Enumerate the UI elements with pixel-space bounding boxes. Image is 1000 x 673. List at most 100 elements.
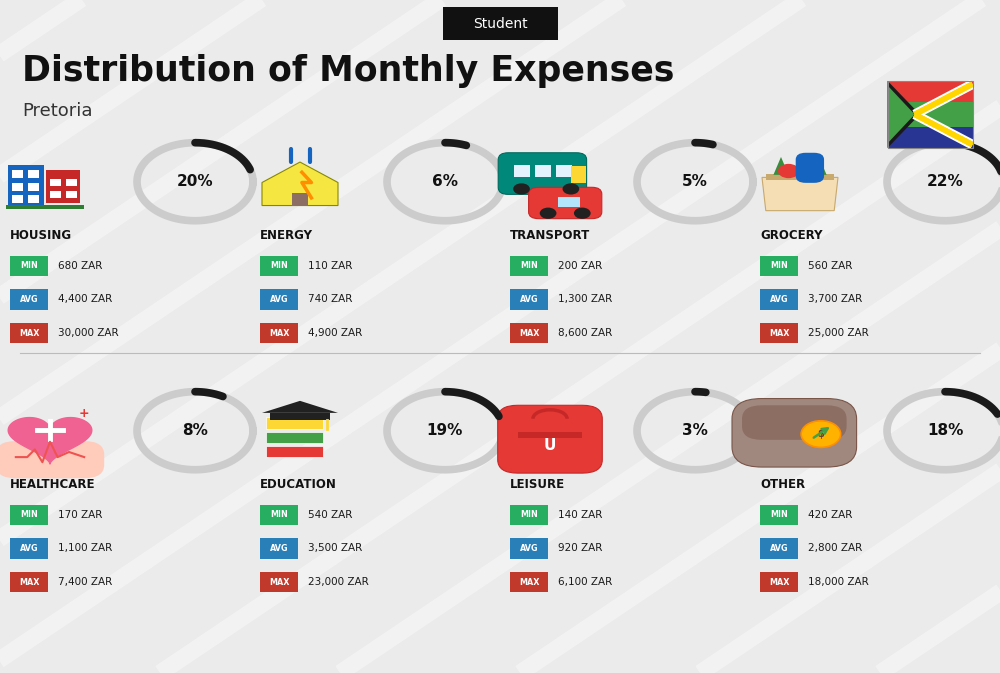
FancyBboxPatch shape [260,505,298,525]
Text: 18%: 18% [927,423,963,438]
FancyBboxPatch shape [556,165,572,178]
Circle shape [513,183,530,194]
Text: HEALTHCARE: HEALTHCARE [10,478,96,491]
Text: 23,000 ZAR: 23,000 ZAR [308,577,369,587]
FancyBboxPatch shape [510,538,548,559]
Text: 170 ZAR: 170 ZAR [58,510,102,520]
Text: 7,400 ZAR: 7,400 ZAR [58,577,112,587]
Text: AVG: AVG [270,295,288,304]
Text: MAX: MAX [519,328,539,338]
Text: LEISURE: LEISURE [510,478,565,491]
FancyBboxPatch shape [796,153,824,183]
FancyBboxPatch shape [12,182,23,190]
Polygon shape [792,157,808,175]
FancyBboxPatch shape [10,289,48,310]
Text: AVG: AVG [520,295,538,304]
FancyBboxPatch shape [260,289,298,310]
FancyBboxPatch shape [50,179,61,186]
Text: 25,000 ZAR: 25,000 ZAR [808,328,869,338]
FancyBboxPatch shape [535,165,551,178]
Text: AVG: AVG [20,544,38,553]
Text: Pretoria: Pretoria [22,102,92,120]
Circle shape [563,183,579,194]
FancyBboxPatch shape [12,194,23,203]
Text: MAX: MAX [769,328,789,338]
Text: U: U [544,438,556,453]
Text: TRANSPORT: TRANSPORT [510,229,590,242]
FancyBboxPatch shape [10,323,48,343]
FancyBboxPatch shape [10,572,48,592]
Text: MIN: MIN [270,261,288,271]
FancyBboxPatch shape [760,505,798,525]
Text: 3,700 ZAR: 3,700 ZAR [808,295,862,304]
Text: 200 ZAR: 200 ZAR [558,261,602,271]
FancyBboxPatch shape [266,431,323,443]
Polygon shape [773,157,789,175]
FancyBboxPatch shape [260,323,298,343]
FancyBboxPatch shape [260,256,298,276]
Text: 3%: 3% [682,423,708,438]
Text: MIN: MIN [770,261,788,271]
FancyBboxPatch shape [66,190,77,198]
Polygon shape [8,417,92,464]
FancyBboxPatch shape [270,413,330,420]
FancyBboxPatch shape [10,256,48,276]
FancyBboxPatch shape [260,572,298,592]
FancyBboxPatch shape [760,323,798,343]
Polygon shape [811,157,827,175]
Text: HOUSING: HOUSING [10,229,72,242]
Text: AVG: AVG [20,295,38,304]
Text: +: + [79,407,90,420]
Text: 140 ZAR: 140 ZAR [558,510,602,520]
Text: Student: Student [473,17,527,30]
FancyBboxPatch shape [10,538,48,559]
Text: AVG: AVG [270,544,288,553]
FancyBboxPatch shape [50,190,61,198]
FancyBboxPatch shape [66,179,77,186]
Text: AVG: AVG [770,544,788,553]
FancyBboxPatch shape [510,505,548,525]
Text: 680 ZAR: 680 ZAR [58,261,102,271]
Text: MAX: MAX [269,328,289,338]
FancyBboxPatch shape [732,398,857,467]
FancyBboxPatch shape [266,417,323,429]
Text: 560 ZAR: 560 ZAR [808,261,852,271]
Text: 920 ZAR: 920 ZAR [558,544,602,553]
FancyBboxPatch shape [442,7,558,40]
Text: 6%: 6% [432,174,458,189]
FancyBboxPatch shape [28,170,39,178]
FancyBboxPatch shape [8,165,44,208]
FancyBboxPatch shape [28,182,39,190]
Text: 3,500 ZAR: 3,500 ZAR [308,544,362,553]
Text: 20%: 20% [177,174,213,189]
Text: AVG: AVG [520,544,538,553]
Text: MIN: MIN [520,261,538,271]
FancyBboxPatch shape [529,187,602,219]
FancyBboxPatch shape [888,114,972,148]
Polygon shape [262,401,338,413]
Text: MIN: MIN [270,510,288,520]
Text: Distribution of Monthly Expenses: Distribution of Monthly Expenses [22,54,674,87]
FancyBboxPatch shape [760,256,798,276]
FancyBboxPatch shape [514,165,530,178]
Text: 8%: 8% [182,423,208,438]
FancyBboxPatch shape [571,166,586,182]
FancyBboxPatch shape [760,289,798,310]
FancyBboxPatch shape [760,572,798,592]
Text: 740 ZAR: 740 ZAR [308,295,352,304]
Circle shape [574,207,591,219]
Polygon shape [262,162,338,205]
Text: MAX: MAX [19,328,39,338]
Circle shape [540,207,556,219]
Polygon shape [888,81,920,148]
Text: 5%: 5% [682,174,708,189]
FancyBboxPatch shape [742,405,847,440]
Text: MAX: MAX [19,577,39,587]
Text: 18,000 ZAR: 18,000 ZAR [808,577,869,587]
Text: MIN: MIN [20,261,38,271]
FancyBboxPatch shape [28,194,39,203]
Text: 30,000 ZAR: 30,000 ZAR [58,328,119,338]
FancyBboxPatch shape [12,170,23,178]
Text: 540 ZAR: 540 ZAR [308,510,352,520]
Text: OTHER: OTHER [760,478,805,491]
